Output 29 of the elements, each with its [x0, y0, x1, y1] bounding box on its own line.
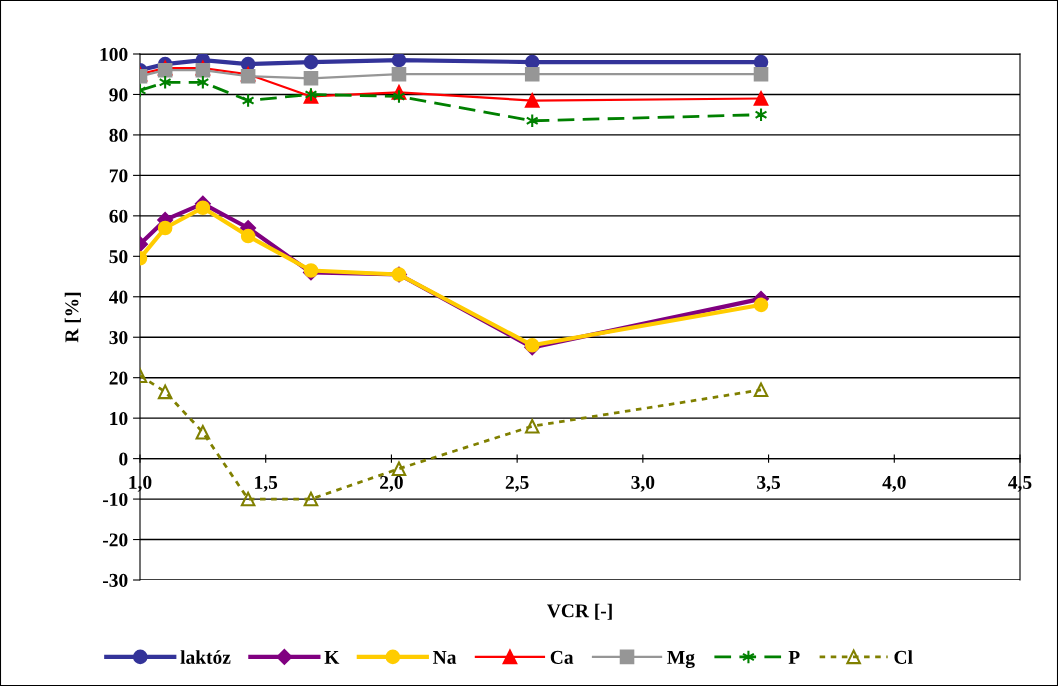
- legend-label: Na: [433, 650, 457, 664]
- legend-label: Ca: [550, 650, 574, 664]
- legend-label: P: [788, 650, 800, 664]
- y-tick-label: 20: [109, 371, 128, 385]
- x-tick-label: 2,5: [505, 475, 529, 492]
- x-axis-title: VCR [-]: [547, 603, 612, 620]
- x-tick-label: 1,5: [255, 475, 278, 492]
- x-tick-label: 4,0: [882, 475, 906, 492]
- legend-label: laktóz: [180, 650, 231, 664]
- x-tick-label: 3,0: [631, 475, 655, 492]
- y-tick-label: 60: [109, 209, 128, 223]
- y-tick-label: -20: [102, 533, 128, 547]
- y-tick-label: 70: [109, 169, 128, 183]
- x-tick-label: 3,5: [757, 475, 781, 492]
- y-tick-label: 90: [109, 88, 128, 102]
- y-tick-label: -30: [102, 573, 128, 587]
- legend-label: K: [324, 650, 340, 664]
- y-tick-label: 100: [100, 47, 128, 61]
- legend-label: Mg: [667, 650, 695, 668]
- y-tick-label: 10: [110, 411, 128, 426]
- legend-label: Cl: [894, 650, 913, 664]
- y-axis-title: R [%]: [64, 292, 81, 343]
- y-tick-label: 40: [109, 290, 128, 304]
- y-tick-label: 30: [109, 331, 128, 345]
- y-tick-label: 50: [109, 250, 128, 264]
- y-tick-label: -10: [102, 492, 128, 507]
- x-tick-label: 2,0: [380, 475, 403, 492]
- y-tick-label: 0: [119, 452, 128, 466]
- y-tick-label: 80: [109, 128, 128, 142]
